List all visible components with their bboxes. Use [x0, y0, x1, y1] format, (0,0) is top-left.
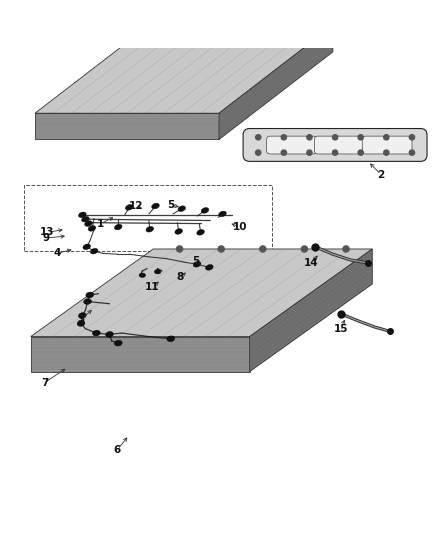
Text: 4: 4 — [53, 248, 60, 259]
Circle shape — [409, 150, 414, 155]
Ellipse shape — [139, 273, 145, 278]
Text: 5: 5 — [167, 200, 174, 210]
Text: 11: 11 — [145, 282, 160, 292]
Polygon shape — [31, 336, 250, 372]
Text: 2: 2 — [378, 169, 385, 180]
Circle shape — [177, 246, 183, 252]
Ellipse shape — [146, 227, 154, 232]
Ellipse shape — [90, 248, 98, 254]
Circle shape — [384, 150, 389, 155]
Circle shape — [307, 135, 312, 140]
Ellipse shape — [167, 336, 175, 342]
Polygon shape — [35, 113, 219, 140]
Text: 8: 8 — [176, 272, 183, 282]
Bar — [24, 185, 272, 251]
Ellipse shape — [88, 225, 96, 231]
Circle shape — [255, 150, 261, 155]
Text: 5: 5 — [193, 256, 200, 266]
Polygon shape — [35, 26, 333, 113]
Ellipse shape — [154, 270, 161, 274]
Text: 15: 15 — [333, 324, 348, 334]
Ellipse shape — [84, 298, 92, 304]
Circle shape — [332, 135, 338, 140]
Text: 9: 9 — [42, 233, 49, 243]
Ellipse shape — [219, 211, 226, 217]
Ellipse shape — [114, 224, 122, 230]
FancyBboxPatch shape — [362, 136, 412, 154]
Text: 12: 12 — [128, 201, 143, 211]
Ellipse shape — [106, 332, 113, 337]
Circle shape — [343, 246, 349, 252]
Polygon shape — [250, 249, 372, 372]
Circle shape — [218, 246, 224, 252]
Text: 10: 10 — [233, 222, 247, 232]
Text: 7: 7 — [41, 377, 48, 387]
Ellipse shape — [125, 205, 133, 210]
Ellipse shape — [78, 212, 86, 217]
Circle shape — [409, 135, 414, 140]
Ellipse shape — [78, 313, 86, 318]
Text: 3: 3 — [78, 314, 85, 324]
Circle shape — [358, 135, 363, 140]
Ellipse shape — [77, 320, 85, 326]
Circle shape — [301, 246, 307, 252]
Ellipse shape — [81, 216, 89, 222]
Circle shape — [260, 246, 266, 252]
Circle shape — [308, 22, 314, 29]
Ellipse shape — [85, 221, 92, 227]
Ellipse shape — [83, 244, 91, 249]
Circle shape — [332, 150, 338, 155]
Ellipse shape — [114, 340, 122, 346]
Circle shape — [281, 135, 286, 140]
Polygon shape — [219, 26, 333, 140]
Ellipse shape — [178, 206, 186, 212]
Circle shape — [281, 150, 286, 155]
Text: 14: 14 — [304, 258, 318, 268]
Circle shape — [273, 22, 279, 29]
FancyBboxPatch shape — [243, 128, 427, 161]
Text: 1: 1 — [97, 219, 104, 229]
Circle shape — [307, 150, 312, 155]
Ellipse shape — [152, 203, 159, 209]
Circle shape — [168, 22, 174, 29]
Circle shape — [358, 150, 363, 155]
Ellipse shape — [86, 292, 94, 298]
Circle shape — [238, 22, 244, 29]
Ellipse shape — [92, 330, 100, 336]
Circle shape — [384, 135, 389, 140]
Ellipse shape — [193, 262, 201, 267]
Circle shape — [255, 135, 261, 140]
FancyBboxPatch shape — [314, 136, 364, 154]
Text: 13: 13 — [40, 228, 55, 237]
FancyBboxPatch shape — [267, 136, 316, 154]
Ellipse shape — [205, 264, 213, 270]
Ellipse shape — [201, 208, 209, 213]
Ellipse shape — [197, 230, 205, 235]
Circle shape — [203, 22, 209, 29]
Ellipse shape — [175, 229, 183, 235]
Polygon shape — [31, 249, 372, 336]
Text: 6: 6 — [114, 445, 121, 455]
